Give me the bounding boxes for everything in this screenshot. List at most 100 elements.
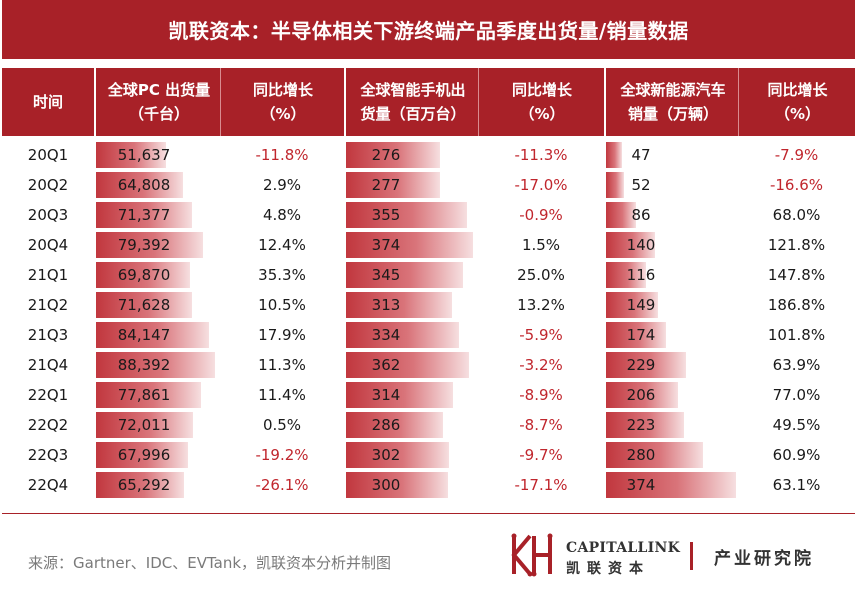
bar-value-label: 69,870 (117, 266, 171, 284)
yoy-growth-cell: -0.9% (519, 206, 563, 224)
yoy-growth-cell: 63.1% (772, 476, 821, 494)
bar-value-label: 355 (371, 206, 401, 224)
bar-value-label: 302 (371, 446, 401, 464)
bar-value-label: 223 (626, 416, 656, 434)
data-bar (606, 262, 646, 288)
bar-value-label: 374 (371, 236, 401, 254)
period-cell: 22Q4 (27, 476, 69, 494)
header-cell: 全球新能源汽车 销量（万辆） (604, 68, 740, 136)
data-bar (606, 142, 622, 168)
table-header: 时间 全球PC 出货量 （千台） 同比增长 （%） 全球智能手机出 货量（百万台） 同比增长 （… (2, 68, 855, 136)
data-table: 时间 全球PC 出货量 （千台） 同比增长 （%） 全球智能手机出 货量（百万台） 同比增长 （… (2, 68, 855, 498)
table-row: 20Q1 51,637 -11.8% 276 -11.3% 47 -7.9% (2, 140, 855, 170)
data-bar (96, 292, 192, 318)
header-text: （%） (519, 105, 565, 123)
yoy-growth-cell: -5.9% (519, 326, 563, 344)
data-bar (96, 412, 193, 438)
data-bar (96, 472, 184, 498)
data-bar (346, 352, 469, 378)
yoy-growth-cell: -3.2% (519, 356, 563, 374)
bar-value-label: 86 (631, 206, 651, 224)
data-bar (96, 352, 215, 378)
yoy-growth-cell: 121.8% (767, 236, 826, 254)
header-cell: 时间 (2, 68, 94, 136)
header-text: （%） (774, 105, 821, 123)
bar-value-label: 314 (371, 386, 401, 404)
yoy-growth-cell: -26.1% (255, 476, 309, 494)
yoy-growth-cell: 10.5% (258, 296, 306, 314)
capitallink-logo-icon (511, 533, 553, 577)
header-text: 全球智能手机出 (360, 81, 466, 99)
data-bar (606, 382, 678, 408)
yoy-growth-cell: 63.9% (772, 356, 821, 374)
yoy-growth-cell: 186.8% (767, 296, 826, 314)
bar-value-label: 345 (371, 266, 401, 284)
bar-value-label: 313 (371, 296, 401, 314)
data-bar (346, 382, 453, 408)
period-cell: 21Q4 (27, 356, 69, 374)
table-row: 20Q4 79,392 12.4% 374 1.5% 140 121.8% (2, 230, 855, 260)
data-bar (96, 232, 203, 258)
yoy-growth-cell: -8.9% (519, 386, 563, 404)
period-cell: 20Q3 (27, 206, 69, 224)
data-bar (96, 382, 201, 408)
bar-value-label: 277 (371, 176, 401, 194)
table-row: 21Q4 88,392 11.3% 362 -3.2% 229 63.9% (2, 350, 855, 380)
data-bar (346, 232, 473, 258)
data-bar (606, 352, 686, 378)
yoy-growth-cell: 25.0% (517, 266, 565, 284)
bar-value-label: 300 (371, 476, 401, 494)
period-cell: 22Q2 (27, 416, 69, 434)
logo-chinese-name: 凯联资本 (566, 561, 650, 577)
yoy-growth-cell: -19.2% (255, 446, 309, 464)
header-cell: 同比增长 （%） (220, 68, 345, 136)
yoy-growth-cell: 68.0% (772, 206, 821, 224)
header-text: 全球新能源汽车 (620, 81, 726, 99)
yoy-growth-cell: -9.7% (519, 446, 563, 464)
table-row: 22Q4 65,292 -26.1% 300 -17.1% 374 63.1% (2, 470, 855, 500)
yoy-growth-cell: -17.1% (514, 476, 568, 494)
yoy-growth-cell: 2.9% (262, 176, 302, 194)
research-institute-label: 产业研究院 (714, 549, 814, 569)
table-body: 20Q1 51,637 -11.8% 276 -11.3% 47 -7.9% 20Q2 64,8… (2, 140, 855, 500)
header-text: 同比增长 (252, 81, 313, 99)
bar-value-label: 362 (371, 356, 401, 374)
table-row: 21Q2 71,628 10.5% 313 13.2% 149 186.8% (2, 290, 855, 320)
data-bar (96, 202, 192, 228)
bar-value-label: 374 (626, 476, 656, 494)
bar-value-label: 286 (371, 416, 401, 434)
bar-value-label: 88,392 (117, 356, 171, 374)
yoy-growth-cell: 101.8% (767, 326, 826, 344)
yoy-growth-cell: 35.3% (258, 266, 306, 284)
yoy-growth-cell: 77.0% (772, 386, 821, 404)
bar-value-label: 47 (631, 146, 651, 164)
bar-value-label: 229 (626, 356, 656, 374)
header-text: 全球PC 出货量 (107, 81, 211, 99)
yoy-growth-cell: -16.6% (769, 176, 824, 194)
yoy-growth-cell: 147.8% (767, 266, 826, 284)
bar-value-label: 71,377 (117, 206, 171, 224)
data-bar (96, 262, 190, 288)
data-bar (346, 472, 448, 498)
bottom-divider (2, 513, 855, 514)
yoy-growth-cell: 49.5% (772, 416, 821, 434)
data-bar (606, 292, 658, 318)
bar-value-label: 79,392 (117, 236, 171, 254)
bar-value-label: 72,011 (117, 416, 171, 434)
data-bar (606, 442, 703, 468)
data-bar (606, 172, 624, 198)
yoy-growth-cell: 13.2% (517, 296, 565, 314)
yoy-growth-cell: 4.8% (262, 206, 302, 224)
header-cell: 同比增长 （%） (738, 68, 856, 136)
yoy-growth-cell: -8.7% (519, 416, 563, 434)
yoy-growth-cell: 0.5% (262, 416, 302, 434)
data-bar (346, 442, 449, 468)
yoy-growth-cell: 1.5% (521, 236, 561, 254)
data-bar (96, 172, 183, 198)
source-note: 来源：Gartner、IDC、EVTank，凯联资本分析并制图 (28, 554, 392, 572)
header-text: 同比增长 (767, 81, 828, 99)
data-bar (346, 172, 440, 198)
yoy-growth-cell: 11.4% (258, 386, 306, 404)
table-row: 21Q3 84,147 17.9% 334 -5.9% 174 101.8% (2, 320, 855, 350)
bar-value-label: 65,292 (117, 476, 171, 494)
